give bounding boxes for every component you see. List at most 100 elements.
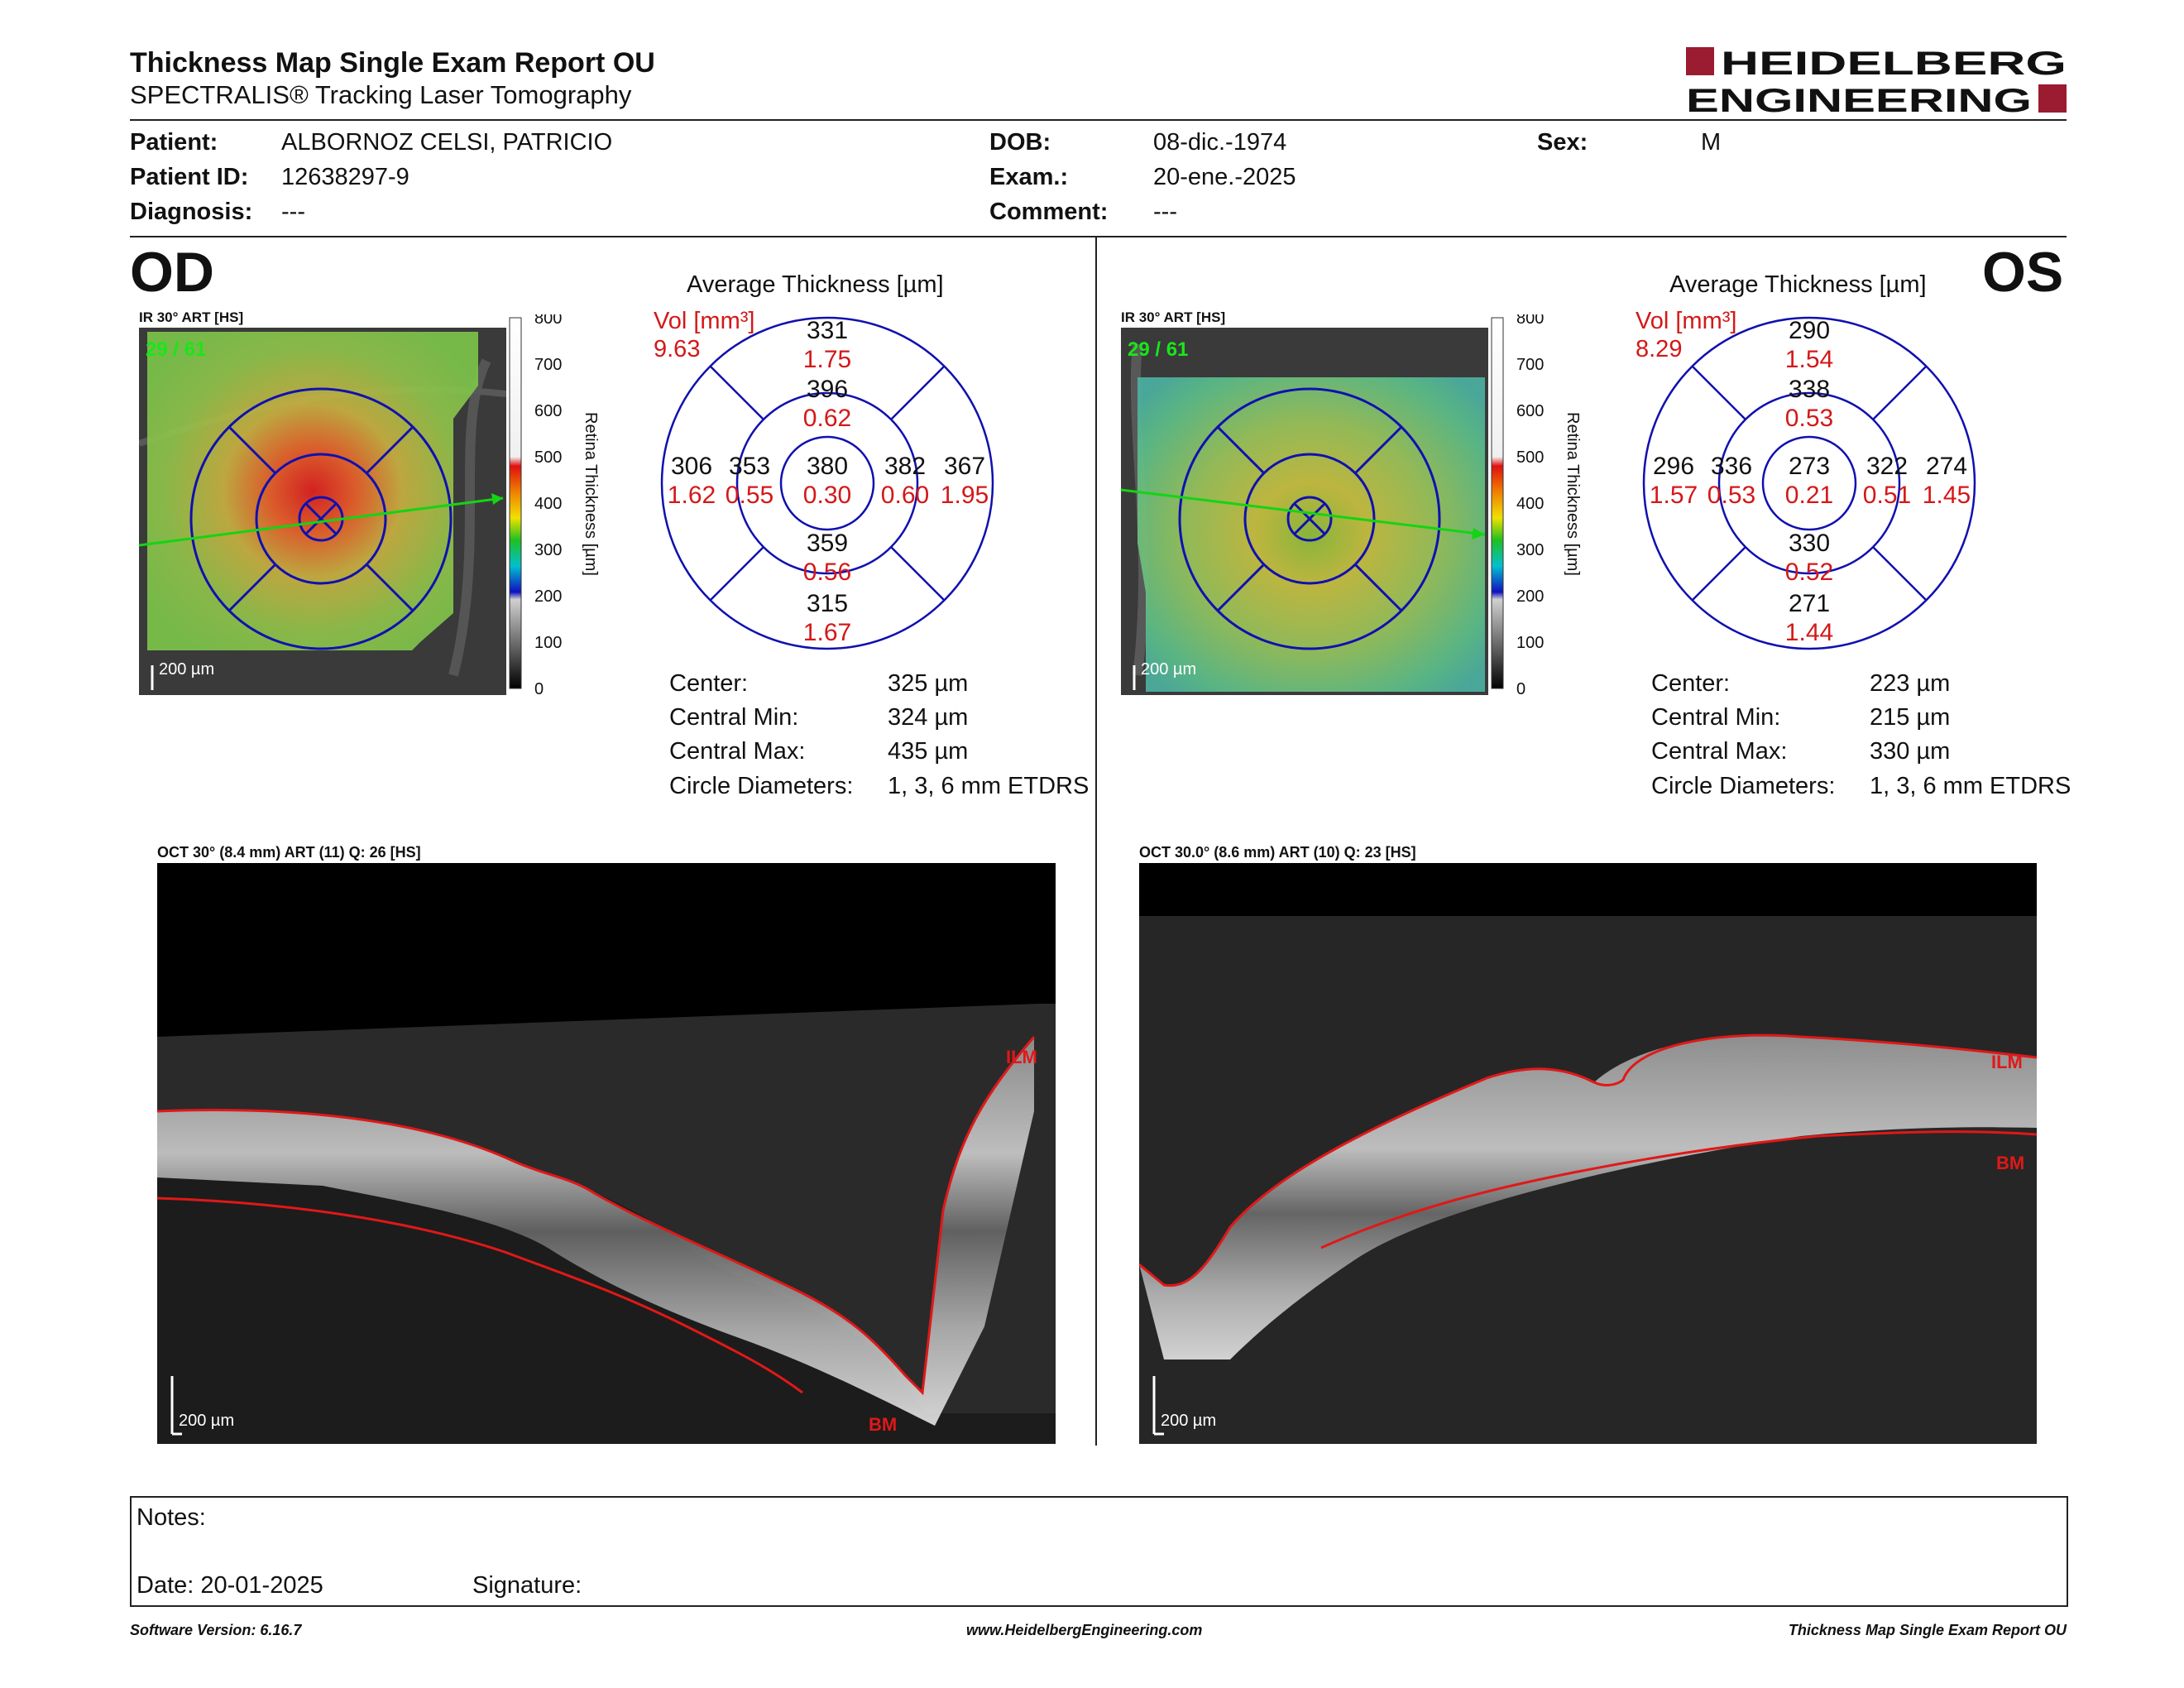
svg-text:600: 600: [534, 402, 562, 420]
od-colorbar: 800 700 600 500 400 300 200 100 0 Retina…: [509, 314, 600, 695]
patient-id-label: Patient ID:: [130, 164, 249, 190]
od-etdrs-grid: [189, 387, 453, 650]
os-fundus-map: 29 / 61 200 µm: [1121, 328, 1488, 695]
os-oct-caption: OCT 30.0° (8.6 mm) ART (10) Q: 23 [HS]: [1139, 844, 1416, 861]
od-inner-temporal-thk: 353: [729, 453, 770, 480]
svg-text:800: 800: [1516, 314, 1544, 328]
os-outer-temporal-vol: 1.57: [1650, 482, 1698, 509]
os-outer-superior-thk: 290: [1789, 317, 1830, 344]
software-version: Software Version: 6.16.7: [130, 1622, 302, 1638]
os-inner-superior-vol: 0.53: [1785, 405, 1833, 432]
heidelberg-logo: HEIDELBERG ENGINEERING: [1686, 46, 2067, 116]
os-colorbar-label: Retina Thickness [µm]: [1564, 412, 1582, 576]
os-colorbar: 800 700 600 500 400 300 200 100 0 Retina…: [1491, 314, 1582, 695]
od-ir-caption: IR 30° ART [HS]: [139, 309, 244, 325]
os-outer-superior-vol: 1.54: [1785, 346, 1833, 373]
os-frame-count: 29 / 61: [1128, 338, 1188, 361]
logo-square-bottom: [2038, 84, 2067, 113]
svg-text:500: 500: [534, 448, 562, 467]
os-inner-temporal-vol: 0.53: [1707, 482, 1755, 509]
signature-label: Signature:: [472, 1572, 582, 1599]
notes-box: Notes: Date: 20-01-2025 Signature:: [130, 1496, 2068, 1607]
patient-id: 12638297-9: [281, 164, 410, 190]
os-ilm-line: [1139, 1033, 2037, 1288]
os-central-min-value: 215 µm: [1870, 704, 1951, 731]
os-central-max-value: 330 µm: [1870, 738, 1951, 765]
od-central-min-label: Central Min:: [669, 704, 799, 731]
od-inner-inferior-thk: 359: [807, 530, 848, 557]
os-etdrs-grid: [1178, 387, 1441, 650]
patient-name: ALBORNOZ CELSI, PATRICIO: [281, 129, 613, 156]
os-inner-nasal-thk: 322: [1866, 453, 1908, 480]
os-outer-temporal-thk: 296: [1653, 453, 1694, 480]
od-central-max-value: 435 µm: [888, 738, 969, 765]
od-scale-label: 200 µm: [159, 660, 214, 679]
od-colorbar-label: Retina Thickness [µm]: [582, 412, 600, 576]
od-thickness-overlay: [147, 332, 478, 650]
eye-divider: [1095, 237, 1097, 1446]
svg-text:400: 400: [534, 495, 562, 513]
os-center-thk: 273: [1789, 453, 1830, 480]
od-inner-superior-thk: 396: [807, 376, 848, 403]
od-inner-temporal-vol: 0.55: [726, 482, 774, 509]
od-outer-superior-thk: 331: [807, 317, 848, 344]
svg-text:200: 200: [1516, 587, 1544, 606]
diagnosis-label: Diagnosis:: [130, 199, 253, 225]
os-bm-label: BM: [1996, 1153, 2024, 1173]
od-outer-nasal-vol: 1.95: [941, 482, 989, 509]
exam-label: Exam.:: [989, 164, 1069, 190]
comment-label: Comment:: [989, 199, 1109, 225]
os-inner-inferior-vol: 0.52: [1785, 559, 1833, 586]
os-thickness-overlay: [1138, 377, 1485, 692]
website-link[interactable]: www.HeidelbergEngineering.com: [966, 1622, 1203, 1638]
report-subtitle: SPECTRALIS® Tracking Laser Tomography: [130, 80, 632, 109]
os-inner-superior-thk: 338: [1789, 376, 1830, 403]
od-central-max-label: Central Max:: [669, 738, 806, 765]
os-outer-inferior-thk: 271: [1789, 590, 1830, 617]
od-eye-label: OD: [130, 241, 214, 304]
os-ilm-label: ILM: [1991, 1052, 2023, 1072]
os-central-max-label: Central Max:: [1651, 738, 1788, 765]
od-scan-arrow: [491, 493, 503, 505]
os-inner-nasal-vol: 0.51: [1863, 482, 1911, 509]
os-circle-diam-label: Circle Diameters:: [1651, 773, 1836, 799]
od-outer-inferior-vol: 1.67: [803, 619, 851, 646]
od-bm-line: [157, 1196, 803, 1394]
exam-date: 20-ene.-2025: [1153, 164, 1296, 190]
od-central-min-value: 324 µm: [888, 704, 969, 731]
sex: M: [1701, 129, 1722, 156]
od-inner-nasal-vol: 0.60: [881, 482, 929, 509]
od-vol-total: 9.63: [654, 336, 701, 362]
os-oct-bscan: ILM BM 200 µm: [1139, 863, 2037, 1444]
dob-label: DOB:: [989, 129, 1051, 156]
od-circle-diam-label: Circle Diameters:: [669, 773, 854, 799]
os-outer-nasal-vol: 1.45: [1923, 482, 1971, 509]
sex-label: Sex:: [1537, 129, 1588, 156]
os-scan-line: [1121, 488, 1486, 536]
svg-text:300: 300: [1516, 541, 1544, 559]
os-oct-scale-label: 200 µm: [1161, 1412, 1216, 1430]
os-outer-inferior-vol: 1.44: [1785, 619, 1833, 646]
os-vol-total: 8.29: [1636, 336, 1683, 362]
od-grid-title: Average Thickness [µm]: [687, 271, 944, 298]
os-outer-nasal-thk: 274: [1926, 453, 1967, 480]
svg-text:0: 0: [534, 680, 544, 695]
os-circle-diam-value: 1, 3, 6 mm ETDRS: [1870, 773, 2071, 799]
date-label: Date: 20-01-2025: [136, 1572, 323, 1599]
header-divider: [130, 119, 2067, 121]
od-center-label: Center:: [669, 670, 749, 697]
dob: 08-dic.-1974: [1153, 129, 1287, 156]
svg-text:0: 0: [1516, 680, 1525, 695]
svg-text:600: 600: [1516, 402, 1544, 420]
od-oct-bscan: ILM BM 200 µm: [157, 863, 1056, 1444]
od-inner-superior-vol: 0.62: [803, 405, 851, 432]
os-inner-temporal-thk: 336: [1711, 453, 1752, 480]
od-bm-label: BM: [869, 1414, 897, 1435]
svg-text:100: 100: [1516, 634, 1544, 652]
os-central-min-label: Central Min:: [1651, 704, 1781, 731]
od-circle-diam-value: 1, 3, 6 mm ETDRS: [888, 773, 1090, 799]
os-bm-line: [1320, 1130, 2037, 1249]
od-center-vol: 0.30: [803, 482, 851, 509]
od-ilm-label: ILM: [1006, 1047, 1037, 1067]
logo-line2: ENGINEERING: [1686, 83, 2032, 116]
